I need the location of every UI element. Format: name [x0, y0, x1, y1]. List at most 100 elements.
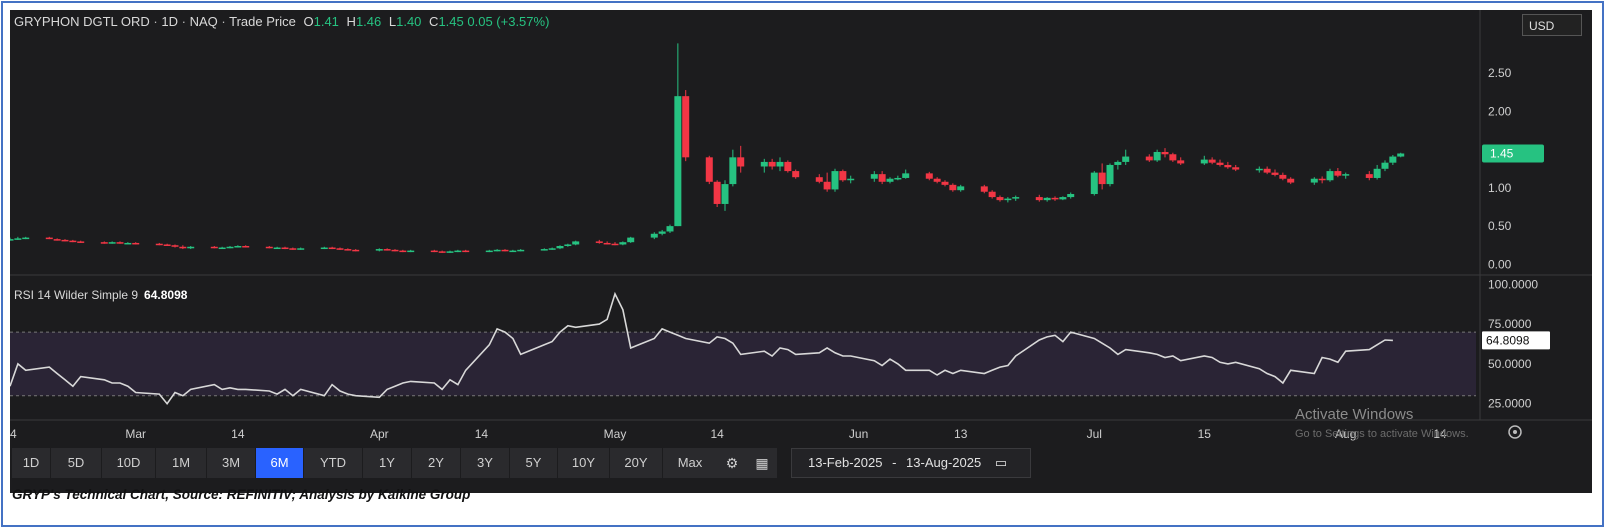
candle-body — [320, 247, 328, 250]
exchange-label: NAQ — [189, 14, 218, 29]
x-tick-label: 14 — [1433, 427, 1447, 441]
rsi-value: 64.8098 — [144, 288, 188, 302]
candle-body — [462, 250, 470, 253]
candle-body — [289, 248, 297, 250]
candle-body — [988, 191, 996, 198]
candle-body — [1373, 168, 1381, 178]
rsi-tick-label: 75.0000 — [1488, 317, 1532, 331]
candle-body — [155, 243, 163, 246]
candle-body — [1059, 197, 1067, 200]
candle-body — [53, 239, 61, 241]
currency-selector[interactable]: USD — [1522, 14, 1582, 36]
x-tick-label: 14 — [710, 427, 724, 441]
candle-body — [210, 246, 218, 249]
range-button-20y[interactable]: 20Y — [610, 448, 662, 478]
range-button-3y[interactable]: 3Y — [461, 448, 509, 478]
candle-body — [116, 242, 124, 244]
candle-body — [454, 250, 462, 253]
range-button-10y[interactable]: 10Y — [558, 448, 609, 478]
candle-body — [163, 244, 171, 246]
candle-body — [108, 242, 116, 244]
candle-body — [1153, 151, 1161, 161]
candle-body — [627, 237, 635, 243]
range-button-1d[interactable]: 1D — [12, 448, 50, 478]
candle-body — [894, 177, 902, 180]
range-button-3m[interactable]: 3M — [207, 448, 255, 478]
activate-windows-subtext: Go to Settings to activate Windows. — [1295, 428, 1469, 440]
date-range-picker[interactable]: 13-Feb-2025 - 13-Aug-2025 ▭ — [791, 448, 1031, 478]
candle-body — [446, 251, 454, 253]
open-label: O — [303, 14, 314, 29]
candle-body — [1255, 168, 1263, 171]
change-value: 0.05 (+3.57%) — [467, 14, 550, 29]
candle-body — [572, 241, 580, 245]
candle-body — [171, 245, 179, 247]
candle-body — [391, 249, 399, 252]
candle-body — [132, 242, 140, 245]
price-tick-label: 2.50 — [1488, 66, 1512, 80]
range-button-10d[interactable]: 10D — [102, 448, 155, 478]
candle-body — [603, 242, 611, 245]
x-tick-label: 14 — [10, 427, 17, 441]
calendar-icon[interactable]: ▭ — [994, 455, 1008, 470]
candle-body — [328, 247, 336, 250]
date-from: 13-Feb-2025 — [808, 455, 883, 470]
gear-icon[interactable]: ⚙ — [717, 448, 747, 478]
range-button-6m[interactable]: 6M — [256, 448, 303, 478]
chart-settings-icon[interactable] — [1508, 425, 1522, 439]
candle-body — [297, 248, 305, 250]
range-button-1y[interactable]: 1Y — [363, 448, 411, 478]
figure-caption: GRYP's Technical Chart, Source: REFINITI… — [12, 487, 471, 502]
candle-body — [281, 247, 289, 250]
currency-label: USD — [1529, 19, 1555, 33]
candle-body — [352, 249, 360, 252]
candle-body — [650, 233, 658, 238]
candle-body — [344, 249, 352, 251]
candle-body — [540, 249, 548, 251]
candle-body — [870, 174, 878, 179]
chart-panel[interactable]: GRYPHON DGTL ORD · 1D · NAQ · Trade Pric… — [10, 10, 1592, 493]
range-button-1m[interactable]: 1M — [156, 448, 206, 478]
price-pane: 2.502.001.501.000.500.001.45 — [10, 10, 1592, 420]
candle-body — [729, 157, 737, 185]
rsi-series-line — [10, 291, 1393, 406]
candle-body — [22, 237, 30, 240]
x-tick-label: Mar — [125, 427, 146, 441]
candle-body — [375, 249, 383, 251]
candle-body — [1287, 178, 1295, 183]
range-button-5d[interactable]: 5D — [51, 448, 101, 478]
candle-body — [1263, 168, 1271, 173]
range-button-ytd[interactable]: YTD — [304, 448, 362, 478]
range-button-max[interactable]: Max — [663, 448, 717, 478]
candle-body — [823, 181, 831, 190]
range-button-2y[interactable]: 2Y — [412, 448, 460, 478]
table-icon[interactable]: ▦ — [747, 448, 777, 478]
x-axis: 14 Mar 14 Apr 14 May 14 Jun 13 Jul 15 Aug 14 — [10, 427, 1447, 441]
candle-body — [674, 96, 682, 227]
price-and-rsi-chart[interactable]: 2.502.001.501.000.500.001.45 100.000075.… — [10, 10, 1592, 493]
candle-body — [242, 246, 250, 248]
open-value: 1.41 — [313, 14, 339, 29]
candle-body — [77, 241, 85, 243]
candle-body — [45, 237, 53, 240]
candle-body — [234, 246, 242, 248]
x-tick-label: 15 — [1198, 427, 1212, 441]
date-to: 13-Aug-2025 — [906, 455, 982, 470]
candle-body — [14, 238, 22, 240]
high-value: 1.46 — [355, 14, 382, 29]
candle-body — [949, 184, 957, 191]
range-button-5y[interactable]: 5Y — [510, 448, 557, 478]
x-tick-label: May — [604, 427, 627, 441]
candle-body — [619, 242, 627, 245]
candle-body — [980, 186, 988, 192]
candle-body — [10, 239, 14, 241]
candle-body — [1035, 197, 1043, 201]
candle-body — [564, 244, 572, 247]
candle-body — [438, 251, 446, 253]
candle-body — [1279, 174, 1287, 179]
candle-body — [1381, 162, 1389, 169]
candle-body — [1098, 172, 1106, 185]
candle-body — [399, 250, 407, 253]
candle-body — [933, 178, 941, 182]
candle-body — [1114, 161, 1122, 165]
